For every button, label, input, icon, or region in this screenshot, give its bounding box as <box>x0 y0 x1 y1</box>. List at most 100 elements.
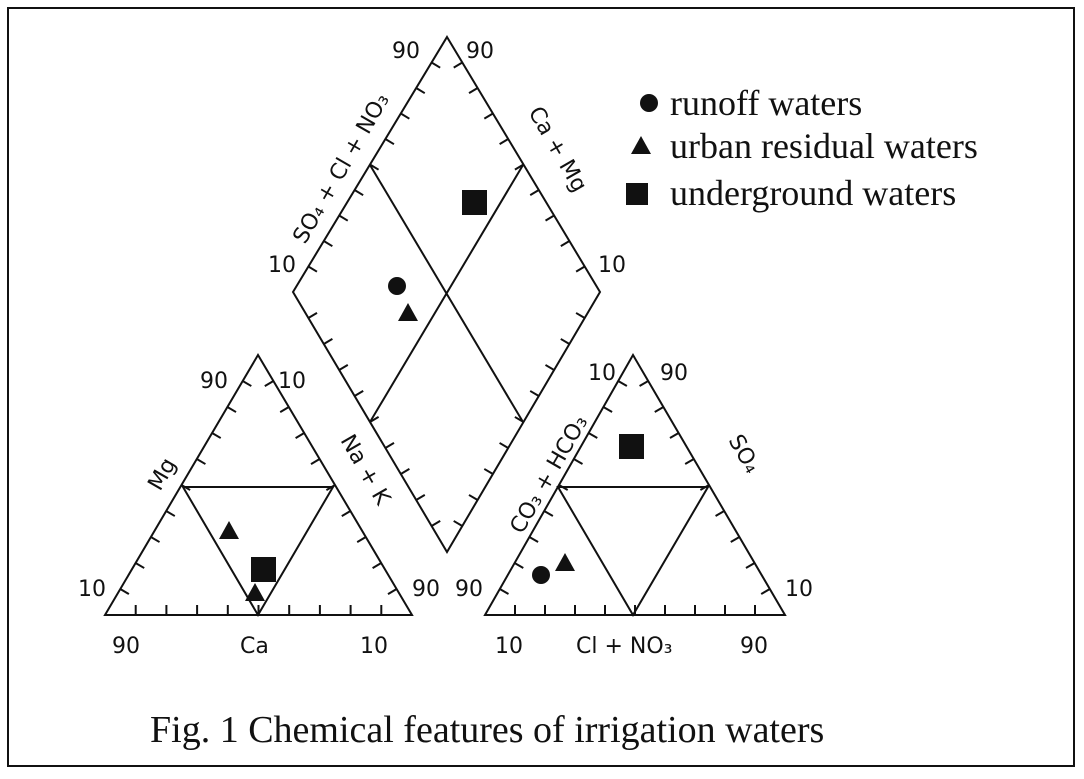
edge-tick <box>400 112 410 120</box>
edge-tick <box>529 390 540 397</box>
tick-label: 10 <box>785 577 813 602</box>
edge-tick <box>514 416 525 423</box>
edge-tick <box>745 562 756 569</box>
edge-tick <box>341 510 351 517</box>
axis-label: SO₄ + Cl + NO₃ <box>289 89 395 248</box>
edge-tick <box>325 484 336 491</box>
edge-tick <box>639 380 649 387</box>
edge-tick <box>715 510 725 517</box>
edge-tick <box>372 562 382 569</box>
edge-tick <box>617 380 628 387</box>
edge-tick <box>226 406 237 413</box>
axis-label: Ca + Mg <box>523 103 592 197</box>
axis-label: Mg <box>144 454 182 495</box>
edge-tick <box>307 265 318 273</box>
edge-tick <box>483 468 494 475</box>
underground-marker <box>619 434 644 459</box>
cation-inner <box>181 486 335 617</box>
diamond <box>291 35 602 554</box>
edge-tick <box>323 240 333 248</box>
tick-label: 90 <box>660 361 688 386</box>
edge-tick <box>468 494 479 501</box>
edge-tick <box>514 163 525 171</box>
edge-tick <box>560 240 570 248</box>
tick-label: 10 <box>588 361 616 386</box>
tick-label: 10 <box>78 577 106 602</box>
edge-tick <box>453 61 463 69</box>
edge-tick <box>354 390 364 397</box>
edge-tick <box>369 163 380 171</box>
edge-tick <box>135 562 145 569</box>
edge-tick <box>338 214 349 222</box>
edge-tick <box>242 380 252 387</box>
tick-label: 10 <box>278 369 306 394</box>
urban-marker <box>245 583 265 601</box>
legend-entry: urban residual waters <box>670 126 978 166</box>
edge-tick <box>264 380 274 387</box>
edge-tick <box>369 416 380 423</box>
edge-tick <box>730 536 740 543</box>
edge-tick <box>575 312 586 319</box>
tick-label: 90 <box>112 634 140 659</box>
edge-tick <box>400 468 410 475</box>
edge-tick <box>468 87 479 95</box>
edge-tick <box>338 364 349 371</box>
tick-label: 90 <box>392 39 420 64</box>
edge-tick <box>415 494 426 501</box>
axis-label: Ca <box>240 634 269 659</box>
edge-tick <box>119 588 130 595</box>
edge-tick <box>544 364 555 371</box>
runoff-marker <box>388 277 406 295</box>
edge-tick <box>558 484 569 491</box>
tick-label: 10 <box>495 634 523 659</box>
urban-marker <box>555 553 575 571</box>
edge-tick <box>453 520 463 527</box>
legend-circle <box>640 94 658 112</box>
edge-tick <box>323 338 333 345</box>
edge-tick <box>387 588 398 595</box>
legend-entry: runoff waters <box>670 83 862 123</box>
edge-tick <box>431 520 441 527</box>
edge-tick <box>575 265 586 273</box>
edge-tick <box>165 510 176 517</box>
edge-tick <box>514 562 524 569</box>
tick-label: 10 <box>598 253 626 278</box>
edge-tick <box>307 312 318 319</box>
edge-tick <box>545 214 555 222</box>
edge-tick <box>699 484 710 491</box>
edge-tick <box>499 442 509 449</box>
edge-tick <box>384 442 395 449</box>
edge-tick <box>654 406 664 413</box>
edge-tick <box>499 138 509 146</box>
edge-tick <box>528 536 539 543</box>
legend-square <box>626 183 648 205</box>
diamond-inner <box>369 164 524 423</box>
edge-tick <box>669 432 680 439</box>
diagram-lines <box>103 35 787 617</box>
edge-tick <box>573 458 583 465</box>
edge-tick <box>356 536 367 543</box>
tick-label: 90 <box>200 369 228 394</box>
tick-label: 90 <box>740 634 768 659</box>
edge-tick <box>543 510 554 517</box>
edge-tick <box>588 432 598 439</box>
edge-tick <box>196 458 206 465</box>
legend-triangle <box>631 136 651 154</box>
edge-tick <box>431 61 441 69</box>
markers <box>219 94 658 601</box>
edge-tick <box>499 588 509 595</box>
border <box>7 7 1075 767</box>
underground-marker <box>462 190 487 215</box>
edge-tick <box>684 458 695 465</box>
edge-tick <box>180 484 191 491</box>
legend-entry: underground waters <box>670 173 956 213</box>
edge-tick <box>211 432 222 439</box>
anion-inner <box>556 486 710 617</box>
caption: Fig. 1 Chemical features of irrigation w… <box>150 709 824 751</box>
edge-tick <box>560 338 570 345</box>
edge-tick <box>415 87 426 95</box>
edge-tick <box>529 189 540 197</box>
edge-tick <box>279 406 290 413</box>
axis-label: Cl + NO₃ <box>576 634 673 659</box>
